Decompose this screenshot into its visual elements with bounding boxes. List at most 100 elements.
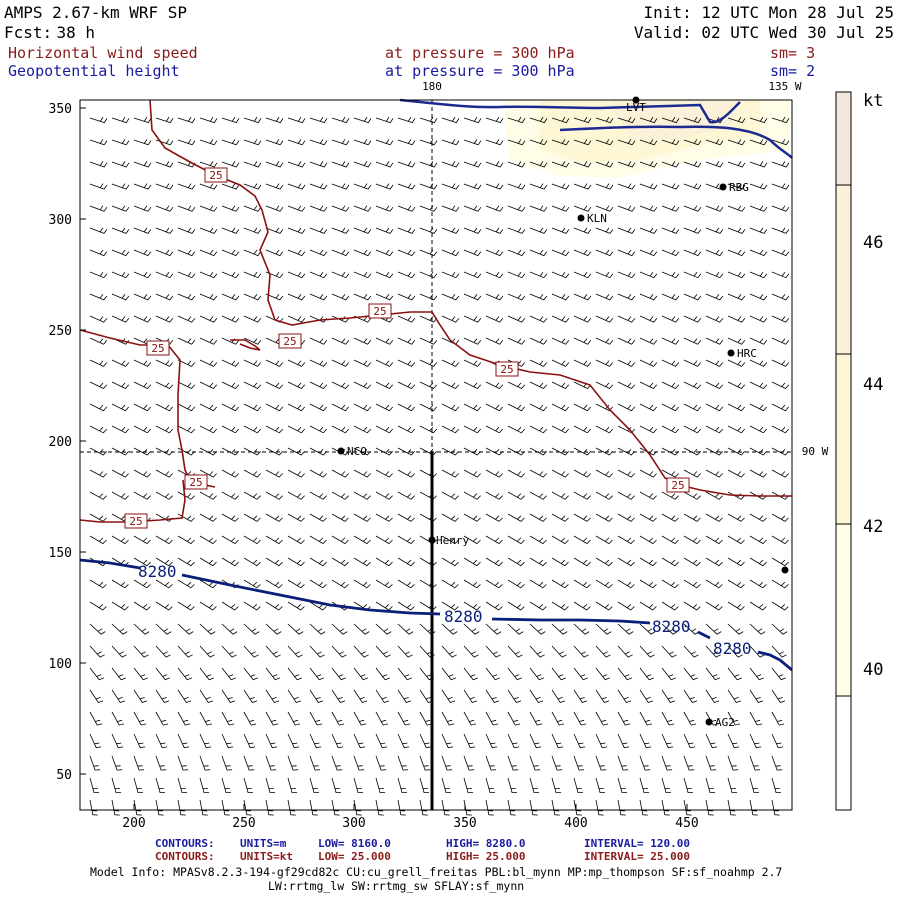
wind-barb <box>771 381 790 389</box>
wind-barb <box>595 645 611 658</box>
wind-barb <box>661 271 680 279</box>
wind-barb <box>485 381 504 389</box>
wind-barb <box>661 183 680 190</box>
wind-barb <box>441 183 460 190</box>
wind-barb <box>529 227 548 234</box>
wind-barb <box>705 425 723 434</box>
wind-barb <box>133 733 146 749</box>
wind-barb <box>749 403 768 412</box>
wind-barb <box>573 777 584 793</box>
wind-barb <box>705 491 723 500</box>
speed-label: 25 <box>184 474 208 490</box>
wind-barb <box>155 271 174 279</box>
wind-barb <box>683 799 692 816</box>
wind-barb <box>749 249 768 257</box>
svg-text:NCO: NCO <box>347 445 367 458</box>
wind-barb <box>331 645 347 658</box>
wind-barb <box>683 249 702 257</box>
wind-barb <box>177 557 195 567</box>
wind-barb <box>771 425 789 434</box>
wind-barb <box>353 161 372 168</box>
wind-barb <box>683 711 697 726</box>
wind-barb <box>529 359 548 367</box>
wind-speed-shading <box>505 100 790 178</box>
wind-barb <box>771 645 787 658</box>
wind-barb <box>463 755 475 771</box>
wind-barb <box>485 271 504 279</box>
wind-barb <box>595 623 612 635</box>
wind-barb <box>243 535 261 545</box>
wind-barb <box>265 227 284 234</box>
wind-barb <box>749 381 768 389</box>
wind-barb <box>265 557 283 567</box>
wind-barb <box>309 799 318 816</box>
wind-barb <box>221 139 240 146</box>
wind-barb <box>419 381 438 389</box>
wind-barb <box>375 689 390 703</box>
wind-barb <box>155 557 173 567</box>
wind-barb <box>243 513 261 522</box>
wind-barb <box>243 491 261 500</box>
y-tick: 350 <box>49 102 86 117</box>
wind-barb <box>463 116 482 124</box>
wind-barb <box>705 689 720 703</box>
wind-barb <box>199 403 218 412</box>
svg-text:AG2: AG2 <box>715 716 735 729</box>
wind-barb <box>705 535 723 545</box>
wind-barb <box>89 381 108 389</box>
wind-barb <box>551 293 570 301</box>
wind-barb <box>749 601 767 611</box>
wind-barb <box>309 777 320 793</box>
wind-barb <box>221 183 240 190</box>
wind-barb <box>617 755 629 771</box>
wind-barb <box>111 447 129 456</box>
wind-barb <box>375 667 390 681</box>
wind-barb <box>155 689 170 703</box>
wind-barb <box>683 601 701 611</box>
wind-barb <box>727 645 743 658</box>
wind-barb <box>221 359 240 367</box>
wind-barb <box>287 513 305 522</box>
wind-barb <box>133 271 152 279</box>
wind-barb <box>727 161 746 168</box>
wind-barb <box>683 513 701 522</box>
wind-barb <box>111 139 130 146</box>
svg-text:300: 300 <box>342 816 365 831</box>
wind-barb <box>595 667 610 681</box>
wind-barb <box>111 535 129 545</box>
wind-barb <box>551 403 570 412</box>
wind-barb <box>89 623 106 635</box>
wind-barb <box>507 711 521 726</box>
wind-barb <box>639 403 658 412</box>
wind-barb <box>727 249 746 257</box>
wind-barb <box>331 403 350 412</box>
wind-barb <box>683 315 702 323</box>
wind-barb <box>749 359 768 367</box>
wind-barb <box>485 623 502 635</box>
field1-name: Horizontal wind speed <box>8 44 198 62</box>
wind-barb <box>353 645 369 658</box>
wind-barb <box>199 271 218 279</box>
wind-barb <box>463 293 482 301</box>
wind-barb <box>771 161 790 168</box>
svg-text:25: 25 <box>151 342 164 355</box>
wind-barb <box>617 535 635 545</box>
wind-barb <box>507 315 526 323</box>
wind-barb <box>353 667 368 681</box>
wind-barb <box>441 667 456 681</box>
wind-barb <box>727 469 745 478</box>
wind-barb <box>155 711 169 726</box>
wind-barb <box>309 579 327 589</box>
wind-barb <box>771 623 788 635</box>
wind-barb <box>353 205 372 212</box>
lon-label-90w: 90 W <box>802 445 829 458</box>
contour-info-speed-interval: INTERVAL= 25.000 <box>584 850 690 863</box>
wind-speed-contours <box>79 99 792 523</box>
wind-barb <box>507 689 522 703</box>
wind-barb <box>133 315 152 323</box>
wind-barb <box>595 755 607 771</box>
contour-info-height-high: HIGH= 8280.0 <box>446 837 525 850</box>
wind-barb <box>617 381 636 389</box>
wind-barb <box>617 623 634 635</box>
wind-barb <box>683 447 701 456</box>
